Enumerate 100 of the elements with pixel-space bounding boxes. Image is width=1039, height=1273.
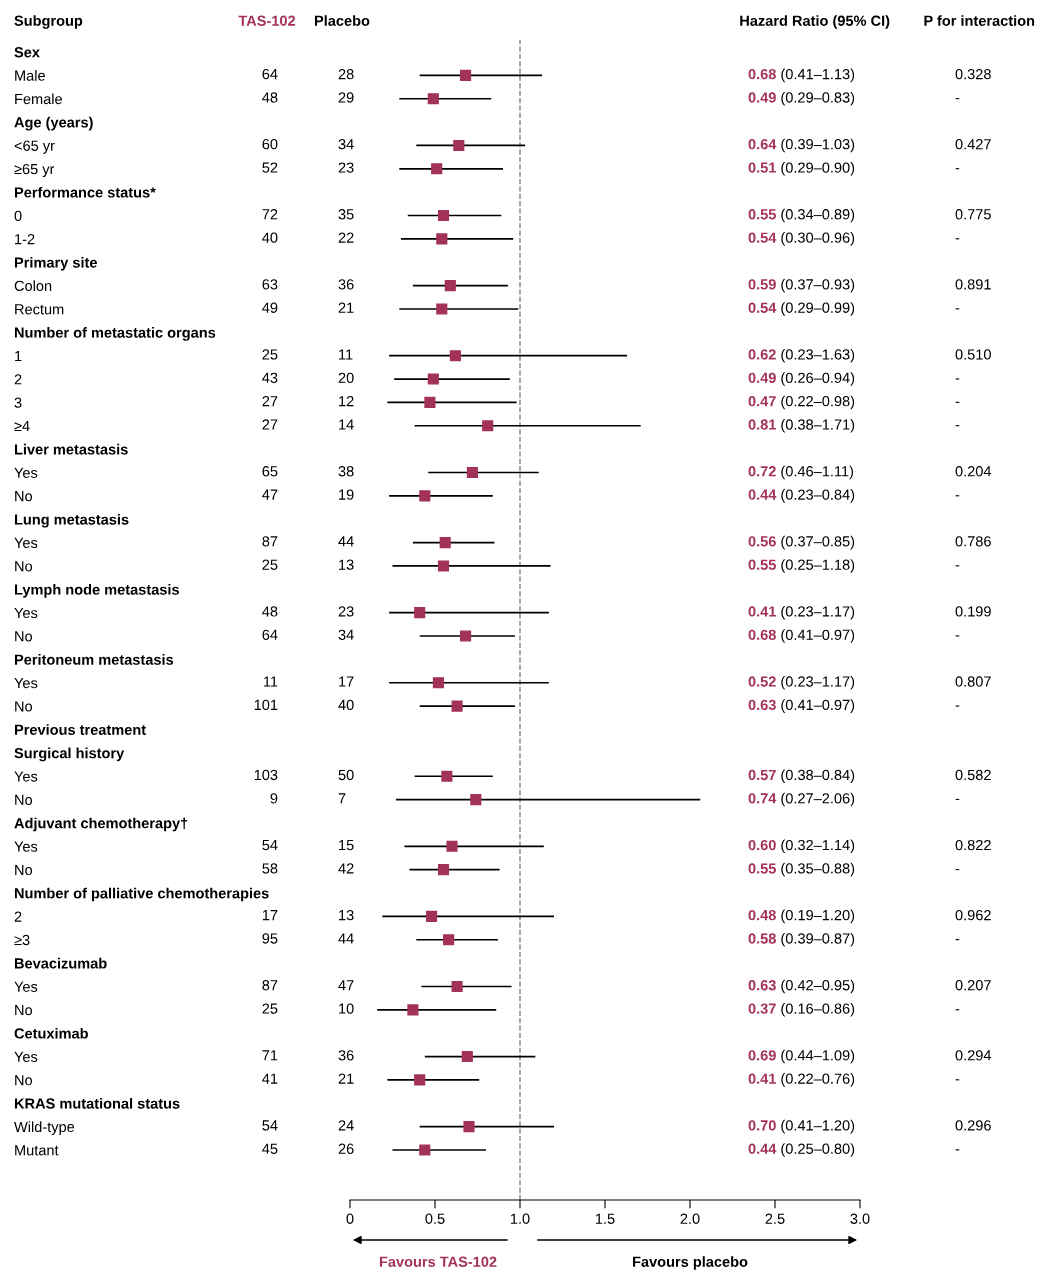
- annotation: 24: [338, 1120, 354, 1131]
- y-tick-label: Yes: [14, 537, 38, 549]
- y-tick-label: 1-2: [15, 233, 35, 245]
- y-tick-label: Number of palliative chemotherapies: [14, 887, 269, 902]
- annotation: 23: [338, 606, 354, 617]
- y-tick-label: 3: [14, 397, 22, 408]
- y-tick-label: KRAS mutational status: [14, 1097, 180, 1109]
- text: -: [955, 1009, 960, 1011]
- text: -: [955, 1149, 960, 1151]
- y-tick-label: Lymph node metastasis: [14, 584, 179, 598]
- annotation: 0.69 (0.44–1.09): [748, 1049, 855, 1064]
- text: 0.207: [955, 980, 991, 991]
- annotation: 36: [338, 279, 354, 290]
- text: -: [955, 401, 960, 403]
- text: 87: [262, 536, 278, 547]
- y-tick-label: No: [15, 1075, 33, 1086]
- point: [436, 303, 448, 315]
- text: -: [955, 939, 960, 941]
- text: 25: [262, 559, 278, 570]
- y-tick-label: Performance status*: [14, 186, 156, 198]
- text: 71: [262, 1050, 278, 1061]
- text: 54: [262, 1120, 278, 1131]
- y-tick-label: Colon: [14, 280, 52, 292]
- annotation: 0.70 (0.41–1.20): [748, 1119, 855, 1134]
- annotation: 10: [339, 1003, 354, 1014]
- y-tick-label: Female: [15, 93, 62, 105]
- text: 0.510: [955, 349, 991, 360]
- y-tick-label: ≥65 yr: [14, 163, 55, 178]
- y-tick-label: Yes: [14, 1051, 38, 1062]
- annotation: 0.81 (0.38–1.71): [748, 418, 855, 433]
- text: 95: [262, 933, 278, 944]
- text: 45: [262, 1143, 278, 1154]
- y-tick-label: Mutant: [15, 1145, 59, 1156]
- text: 52: [262, 162, 278, 173]
- y-tick-label: Yes: [14, 841, 38, 852]
- annotation: 34: [338, 139, 354, 150]
- y-tick-label: No: [15, 561, 33, 572]
- text: 11: [263, 676, 278, 687]
- point: [460, 630, 472, 642]
- annotation: 0.55 (0.25–1.18): [748, 559, 855, 573]
- annotation: 0.68 (0.41–0.97): [748, 629, 855, 643]
- text: 64: [262, 68, 278, 80]
- text: Favours TAS-102: [379, 1256, 497, 1267]
- annotation: 0.41 (0.22–0.76): [748, 1073, 855, 1087]
- text: 25: [262, 1003, 278, 1014]
- annotation: 22: [338, 232, 354, 243]
- annotation: 0.63 (0.42–0.95): [748, 979, 855, 994]
- point: [446, 840, 458, 852]
- point: [427, 93, 439, 105]
- annotation: 21: [338, 302, 354, 313]
- y-tick-label: Age (years): [14, 116, 93, 131]
- y-tick-label: No: [15, 631, 33, 642]
- x-tick-label: 2.0: [680, 1213, 700, 1224]
- text: 27: [262, 396, 278, 407]
- annotation: 23: [338, 162, 354, 173]
- text: -: [955, 635, 960, 637]
- text: 60: [262, 139, 278, 150]
- annotation: 0.54 (0.30–0.96): [748, 232, 855, 246]
- text: 0.294: [955, 1050, 992, 1061]
- annotation: 0.55 (0.35–0.88): [748, 862, 855, 877]
- point: [460, 69, 472, 81]
- annotation: 17: [339, 676, 354, 687]
- annotation: 0.47 (0.22–0.98): [748, 395, 855, 410]
- x-tick-label: 2.5: [765, 1213, 785, 1224]
- text: 0.962: [955, 909, 991, 921]
- annotation: 26: [338, 1143, 354, 1154]
- annotation: 29: [338, 92, 354, 103]
- point: [439, 537, 451, 549]
- text: 64: [262, 629, 278, 640]
- annotation: 0.64 (0.39–1.03): [748, 138, 855, 153]
- annotation: 15: [339, 840, 354, 851]
- text: 58: [262, 863, 278, 874]
- point: [437, 560, 450, 572]
- y-tick-label: Male: [15, 70, 45, 81]
- y-tick-label: Yes: [14, 771, 38, 782]
- point: [407, 1004, 419, 1016]
- y-tick-label: Wild-type: [14, 1121, 75, 1135]
- annotation: 28: [338, 68, 354, 80]
- point: [451, 700, 463, 712]
- point: [453, 139, 465, 152]
- point: [463, 1121, 475, 1133]
- annotation: 38: [338, 466, 354, 477]
- annotation: 0.60 (0.32–1.14): [748, 839, 855, 854]
- annotation: 14: [339, 419, 354, 430]
- text: -: [955, 378, 960, 380]
- annotation: 0.62 (0.23–1.63): [748, 348, 855, 363]
- text: Hazard Ratio (95% CI): [740, 15, 890, 29]
- annotation: 20: [338, 372, 354, 383]
- annotation: 0.44 (0.23–0.84): [748, 489, 855, 503]
- annotation: 0.72 (0.46–1.11): [748, 465, 854, 480]
- point: [419, 490, 431, 502]
- text: -: [955, 425, 960, 427]
- y-tick-label: 2: [14, 911, 22, 922]
- y-axis-title: Subgroup: [14, 15, 83, 29]
- annotation: 11: [339, 349, 353, 360]
- x-tick-label: 0.5: [425, 1213, 445, 1224]
- text: 101: [254, 699, 278, 711]
- text: 48: [262, 606, 278, 617]
- text: 27: [262, 419, 278, 430]
- point: [441, 770, 453, 782]
